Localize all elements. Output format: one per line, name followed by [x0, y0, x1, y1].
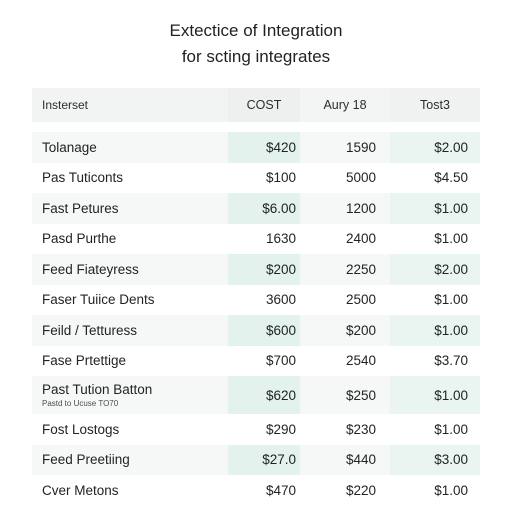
table-row: Cver Metons $470 $220 $1.00 — [32, 475, 480, 506]
row-name: Feed Preetiing — [42, 452, 130, 468]
table-row: Fost Lostogs $290 $230 $1.00 — [32, 414, 480, 445]
row-cost-cell: 1630 — [228, 223, 300, 254]
row-tost-cell: $1.00 — [390, 284, 480, 315]
header-cell-interest: Insterset — [42, 98, 89, 112]
table-row: Past Tution Batton Pastd to Ucuse TO70 $62… — [32, 376, 480, 414]
row-name-wrap: Past Tution Batton Pastd to Ucuse TO70 — [42, 382, 152, 408]
row-name-wrap: Feild / Tetturess — [42, 323, 137, 338]
row-aury-cell: 1200 — [345, 200, 376, 216]
table-row: Feild / Tetturess $600 $200 $1.00 — [32, 315, 480, 346]
row-name: Tolanage — [42, 139, 97, 155]
title-line-1: Extectice of Integration — [169, 21, 343, 40]
row-aury-cell: 2540 — [345, 353, 376, 369]
header-cell-aury: Aury 18 — [300, 88, 390, 122]
row-name-wrap: Fase Prtettige — [42, 353, 126, 368]
row-name-cell: Fase Prtettige — [32, 346, 228, 377]
row-cost-cell: $470 — [228, 475, 300, 506]
row-aury-cell: $440 — [345, 452, 376, 468]
row-cost-cell: $600 — [228, 315, 300, 346]
row-name-cell: Fost Lostogs — [32, 414, 228, 445]
row-tost-cell: $1.00 — [390, 193, 480, 224]
row-name: Pas Tuticonts — [42, 170, 124, 186]
row-aury-cell: $230 — [345, 421, 376, 437]
row-name: Fost Lostogs — [42, 421, 120, 437]
table-row: Faser Tuiice Dents 3600 2500 $1.00 — [32, 284, 480, 316]
row-cost-cell: $100 — [228, 162, 300, 193]
row-name-cell: Feild / Tetturess — [32, 315, 228, 346]
table-row: Tolanage $420 1590 $2.00 — [32, 132, 480, 163]
row-cost-cell: $700 — [228, 345, 300, 376]
row-cost-cell: $200 — [228, 254, 300, 285]
title-line-2: for scting integrates — [181, 47, 331, 66]
row-subtext: Pastd to Ucuse TO70 — [42, 399, 119, 408]
header-cell-tost: Tost3 — [390, 88, 480, 122]
table-row: Feed Preetiing $27.0 $440 $3.00 — [32, 444, 480, 476]
row-name-cell: Faser Tuiice Dents — [32, 285, 228, 316]
row-tost-cell: $1.00 — [390, 223, 480, 254]
row-tost-cell: $1.00 — [390, 414, 480, 445]
row-aury-cell: 2400 — [345, 231, 376, 247]
table-header-row: Insterset COST Aury 18 Tost3 — [32, 88, 480, 122]
row-tost-cell: $2.00 — [390, 254, 480, 285]
row-name: Feed Fiateyress — [42, 261, 139, 277]
row-cost-cell: $27.0 — [228, 444, 300, 475]
row-tost-cell: $3.70 — [390, 345, 480, 376]
row-name: Faser Tuiice Dents — [42, 292, 155, 308]
row-name-cell: Pas Tuticonts — [32, 163, 228, 194]
table-row: Feed Fiateyress $200 2250 $2.00 — [32, 254, 480, 285]
row-cost-cell: $6.00 — [228, 193, 300, 224]
row-name: Fast Petures — [42, 200, 119, 216]
row-tost-cell: $2.00 — [390, 132, 480, 163]
header-cell-cost: COST — [228, 88, 300, 122]
row-name: Feild / Tetturess — [42, 322, 138, 338]
row-tost-cell: $3.00 — [390, 444, 480, 475]
pricing-table: Insterset COST Aury 18 Tost3 Tolanage $42… — [32, 88, 480, 506]
row-name-cell: Pasd Purthe — [32, 224, 228, 255]
row-name-wrap: Feed Fiateyress — [42, 262, 139, 277]
row-name: Cver Metons — [42, 482, 119, 498]
row-name-wrap: Faser Tuiice Dents — [42, 292, 155, 307]
row-cost-cell: 3600 — [228, 284, 300, 315]
row-name: Pasd Purthe — [42, 231, 117, 247]
row-aury-cell: 2500 — [345, 292, 376, 308]
row-name-cell: Cver Metons — [32, 475, 228, 506]
row-name-cell: Tolanage — [32, 132, 228, 163]
row-name-wrap: Pasd Purthe — [42, 231, 116, 246]
row-name-wrap: Fast Petures — [42, 201, 119, 216]
table-row: Fase Prtettige $700 2540 $3.70 — [32, 345, 480, 377]
row-aury-cell: 1590 — [345, 139, 376, 155]
table-body: Tolanage $420 1590 $2.00 Pas Tuticonts $100 50… — [32, 132, 480, 506]
row-name-cell: Feed Preetiing — [32, 445, 228, 476]
table-row: Fast Petures $6.00 1200 $1.00 — [32, 193, 480, 224]
table-row: Pasd Purthe 1630 2400 $1.00 — [32, 223, 480, 255]
row-name-cell: Past Tution Batton Pastd to Ucuse TO70 — [32, 376, 228, 414]
row-cost-cell: $420 — [228, 132, 300, 163]
row-aury-cell: $220 — [345, 482, 376, 498]
row-tost-cell: $1.00 — [390, 475, 480, 506]
row-aury-cell: 2250 — [345, 261, 376, 277]
table-row: Pas Tuticonts $100 5000 $4.50 — [32, 162, 480, 194]
row-name: Past Tution Batton — [42, 382, 153, 397]
row-aury-cell: $250 — [345, 387, 376, 403]
row-name-wrap: Tolanage — [42, 140, 97, 155]
row-name-wrap: Cver Metons — [42, 483, 119, 498]
row-name-cell: Fast Petures — [32, 193, 228, 224]
row-name-wrap: Pas Tuticonts — [42, 170, 123, 185]
row-cost-cell: $620 — [228, 376, 300, 414]
row-name: Fase Prtettige — [42, 353, 127, 369]
row-tost-cell: $1.00 — [390, 376, 480, 414]
row-name-wrap: Feed Preetiing — [42, 452, 130, 467]
row-name-cell: Feed Fiateyress — [32, 254, 228, 285]
row-tost-cell: $1.00 — [390, 315, 480, 346]
page-title: Extectice of Integration for scting inte… — [0, 18, 512, 70]
row-aury-cell: $200 — [345, 322, 376, 338]
row-tost-cell: $4.50 — [390, 162, 480, 193]
row-cost-cell: $290 — [228, 414, 300, 445]
row-name-wrap: Fost Lostogs — [42, 422, 119, 437]
row-aury-cell: 5000 — [345, 170, 376, 186]
